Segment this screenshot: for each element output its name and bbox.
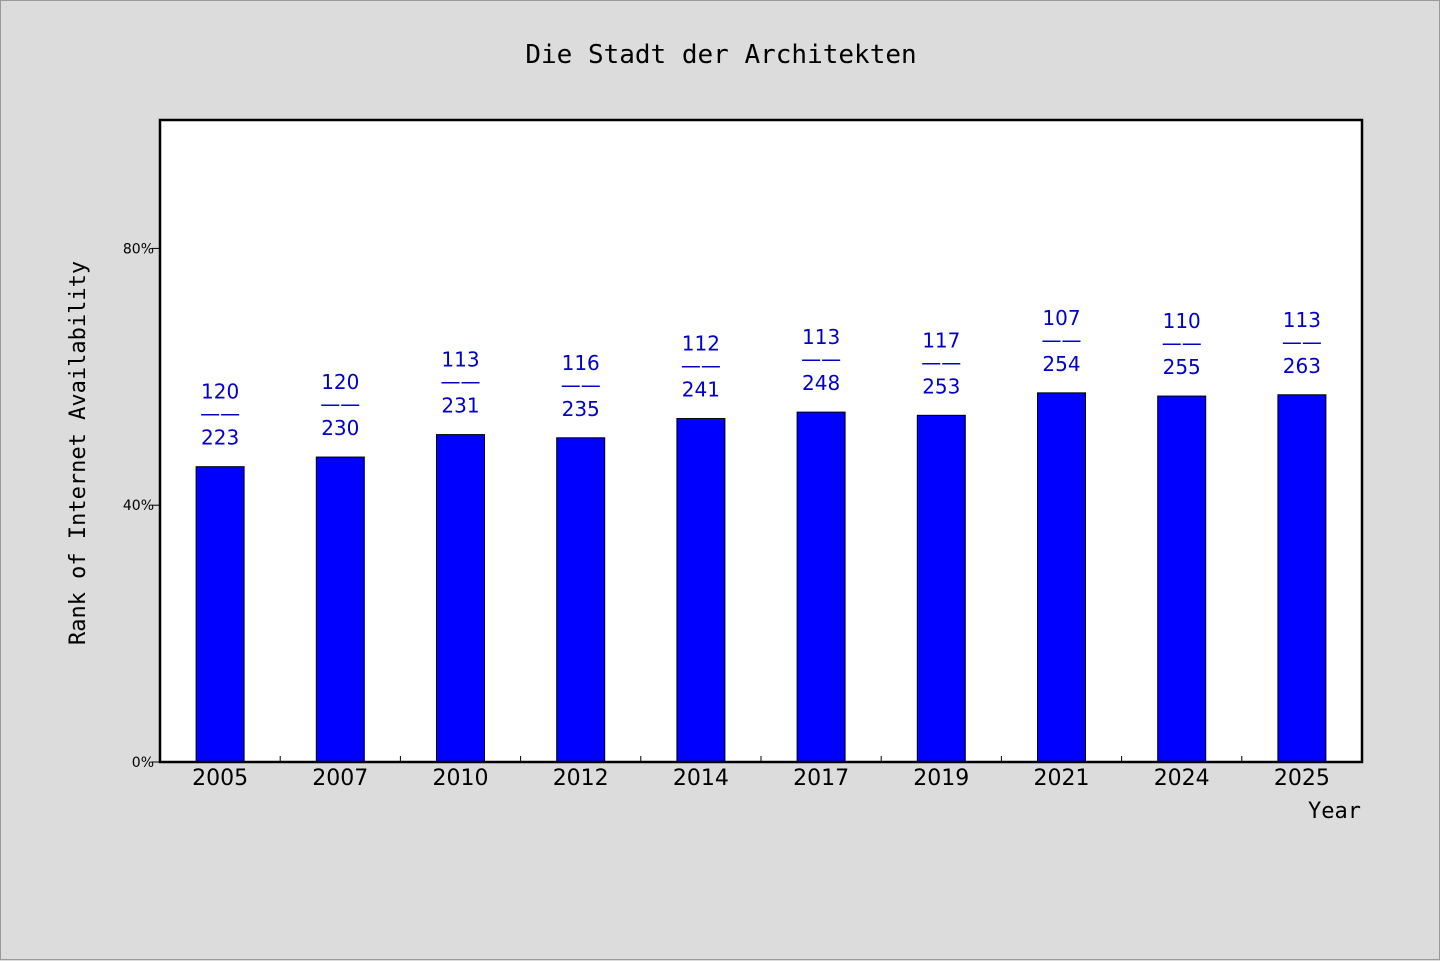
bar-2010	[436, 434, 485, 763]
x-tick-label-2019: 2019	[913, 766, 969, 791]
data-label-2019-sep: ——	[921, 350, 961, 374]
y-tick-label-80: 80%	[123, 241, 154, 257]
data-label-2019-top: 117	[922, 328, 960, 352]
bar-2007	[315, 456, 365, 763]
x-tick-label-2005: 2005	[192, 766, 248, 791]
chart-title: Die Stadt der Architekten	[525, 40, 916, 70]
y-axis: 0% 40% 80%	[123, 241, 160, 771]
x-tick-label-2010: 2010	[433, 766, 489, 791]
data-label-2024-top: 110	[1163, 309, 1201, 333]
x-tick-label-2021: 2021	[1034, 766, 1090, 791]
data-label-2007-top: 120	[321, 370, 359, 394]
x-tick-label-2014: 2014	[673, 766, 729, 791]
bar-2019	[916, 414, 966, 763]
bar-2025	[1277, 394, 1327, 763]
data-label-2005-sep: ——	[200, 402, 240, 426]
data-label-2021-sep: ——	[1042, 328, 1082, 352]
data-label-2025-bottom: 263	[1283, 354, 1321, 378]
data-label-2014-top: 112	[682, 332, 720, 356]
data-label-2014-sep: ——	[681, 354, 721, 378]
data-label-2025-sep: ——	[1282, 330, 1322, 354]
x-tick-label-2017: 2017	[793, 766, 849, 791]
data-label-2012-bottom: 235	[562, 397, 600, 421]
data-label-2021-top: 107	[1042, 306, 1080, 330]
data-label-2007-sep: ——	[320, 392, 360, 416]
x-axis: 2005 2007 2010 2012 2014 2017 2019 2021 2024 2025	[192, 756, 1330, 791]
x-tick-label-2012: 2012	[553, 766, 609, 791]
data-label-2014-bottom: 241	[682, 378, 720, 402]
bar-2012	[556, 437, 606, 763]
data-label-2010-sep: ——	[441, 370, 481, 394]
data-label-2017-sep: ——	[801, 347, 841, 371]
y-tick-label-40: 40%	[123, 498, 154, 514]
data-label-2019-bottom: 253	[922, 374, 960, 398]
data-label-2012-top: 116	[562, 351, 600, 375]
x-tick-label-2025: 2025	[1274, 766, 1330, 791]
y-axis-label: Rank of Internet Availability	[66, 261, 91, 645]
x-tick-label-2024: 2024	[1154, 766, 1210, 791]
data-labels-layer: 120——223120——230113——231116——235112——241…	[200, 306, 1322, 450]
data-label-2024-bottom: 255	[1163, 355, 1201, 379]
bar-2014	[676, 418, 726, 763]
bar-2005	[195, 466, 245, 763]
data-label-2021-bottom: 254	[1042, 352, 1080, 376]
bar-2017	[796, 411, 846, 763]
data-label-2005-bottom: 223	[201, 426, 239, 450]
data-label-2010-bottom: 231	[441, 394, 479, 418]
data-label-2005-top: 120	[201, 380, 239, 404]
bar-2024	[1157, 395, 1207, 763]
data-label-2024-sep: ——	[1162, 331, 1202, 355]
y-tick-label-0: 0%	[132, 755, 154, 771]
x-tick-label-2007: 2007	[312, 766, 368, 791]
data-label-2017-bottom: 248	[802, 371, 840, 395]
data-label-2017-top: 113	[802, 325, 840, 349]
bars-layer	[195, 392, 1327, 763]
data-label-2010-top: 113	[441, 348, 479, 372]
x-axis-label: Year	[1308, 799, 1361, 824]
data-label-2012-sep: ——	[561, 373, 601, 397]
bar-2021	[1037, 392, 1086, 763]
data-label-2007-bottom: 230	[321, 416, 359, 440]
data-label-2025-top: 113	[1283, 308, 1321, 332]
